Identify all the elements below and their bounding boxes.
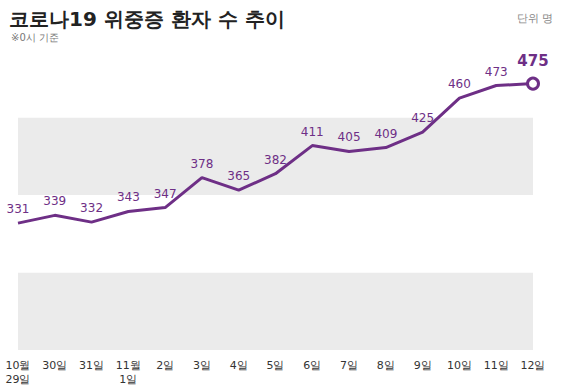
svg-text:409: 409 xyxy=(374,127,397,141)
svg-text:12일: 12일 xyxy=(521,359,546,372)
svg-text:343: 343 xyxy=(117,190,140,204)
svg-text:331: 331 xyxy=(7,202,30,216)
svg-text:473: 473 xyxy=(485,65,508,79)
svg-text:10월: 10월 xyxy=(6,359,31,372)
svg-text:332: 332 xyxy=(80,201,103,215)
svg-text:코로나19 위중증 환자 수 추이: 코로나19 위중증 환자 수 추이 xyxy=(9,7,285,31)
svg-text:10일: 10일 xyxy=(447,359,472,372)
svg-text:4일: 4일 xyxy=(230,359,248,372)
svg-text:8일: 8일 xyxy=(377,359,395,372)
svg-text:29일: 29일 xyxy=(6,373,31,386)
svg-text:5일: 5일 xyxy=(267,359,285,372)
svg-text:30일: 30일 xyxy=(42,359,67,372)
svg-text:2일: 2일 xyxy=(156,359,174,372)
svg-text:460: 460 xyxy=(448,77,471,91)
svg-text:7일: 7일 xyxy=(340,359,358,372)
svg-text:11월: 11월 xyxy=(116,359,141,372)
svg-text:405: 405 xyxy=(338,130,361,144)
svg-text:6일: 6일 xyxy=(303,359,321,372)
svg-text:1일: 1일 xyxy=(119,373,137,386)
svg-text:365: 365 xyxy=(227,169,250,183)
svg-text:※0시 기준: ※0시 기준 xyxy=(11,32,59,43)
svg-text:347: 347 xyxy=(154,187,177,201)
svg-text:339: 339 xyxy=(43,194,66,208)
svg-text:378: 378 xyxy=(190,157,213,171)
svg-text:11일: 11일 xyxy=(484,359,509,372)
svg-text:411: 411 xyxy=(301,125,324,139)
svg-text:382: 382 xyxy=(264,153,287,167)
svg-text:475: 475 xyxy=(517,52,548,70)
svg-text:31일: 31일 xyxy=(79,359,104,372)
svg-text:3일: 3일 xyxy=(193,359,211,372)
svg-text:425: 425 xyxy=(411,111,434,125)
svg-text:9일: 9일 xyxy=(414,359,432,372)
svg-text:단위 명: 단위 명 xyxy=(517,12,554,25)
